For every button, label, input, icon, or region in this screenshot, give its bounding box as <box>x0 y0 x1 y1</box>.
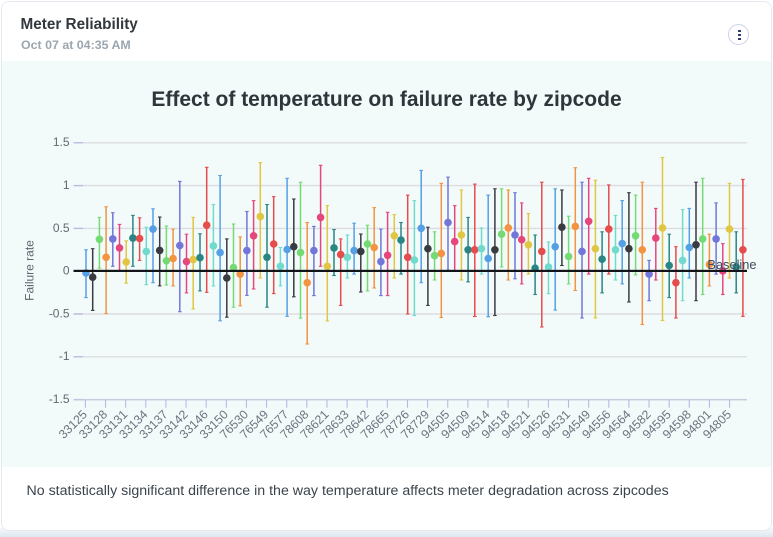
svg-text:1.5: 1.5 <box>53 135 70 149</box>
svg-text:-0.5: -0.5 <box>49 306 70 320</box>
svg-text:-1: -1 <box>59 349 70 363</box>
svg-text:0: 0 <box>63 264 70 278</box>
svg-text:Baseline: Baseline <box>707 257 756 272</box>
svg-text:0.5: 0.5 <box>53 221 70 235</box>
svg-text:Failure rate: Failure rate <box>23 240 37 301</box>
svg-text:-1.5: -1.5 <box>49 392 70 406</box>
svg-text:1: 1 <box>63 178 70 192</box>
